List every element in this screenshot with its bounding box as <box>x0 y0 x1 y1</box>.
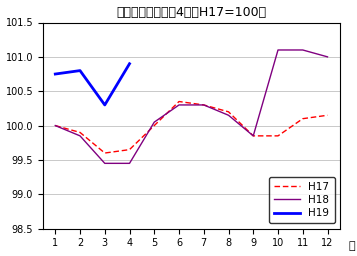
Line: H18: H18 <box>55 50 327 163</box>
H18 <box>301 48 305 51</box>
H18 <box>325 55 330 58</box>
H18 <box>276 48 280 51</box>
H19 <box>102 103 107 106</box>
Line: H17: H17 <box>55 102 327 153</box>
H17 <box>53 124 57 127</box>
H18 <box>102 162 107 165</box>
H19 <box>127 62 132 65</box>
H18 <box>226 114 231 117</box>
H19 <box>53 72 57 76</box>
H17 <box>177 100 181 103</box>
H17 <box>78 131 82 134</box>
X-axis label: 月: 月 <box>348 241 355 251</box>
Legend: H17, H18, H19: H17, H18, H19 <box>269 177 335 223</box>
H18 <box>152 121 156 124</box>
H17 <box>152 124 156 127</box>
H18 <box>177 103 181 106</box>
H17 <box>276 134 280 137</box>
H18 <box>78 134 82 137</box>
H17 <box>226 110 231 113</box>
H17 <box>251 134 255 137</box>
Line: H19: H19 <box>55 64 130 105</box>
H17 <box>127 148 132 151</box>
H18 <box>127 162 132 165</box>
H19 <box>78 69 82 72</box>
H18 <box>251 134 255 137</box>
H18 <box>202 103 206 106</box>
H17 <box>325 114 330 117</box>
H17 <box>301 117 305 120</box>
Title: 総合指数の動き　4市（H17=100）: 総合指数の動き 4市（H17=100） <box>116 6 266 18</box>
H17 <box>202 103 206 106</box>
H18 <box>53 124 57 127</box>
H17 <box>102 152 107 155</box>
